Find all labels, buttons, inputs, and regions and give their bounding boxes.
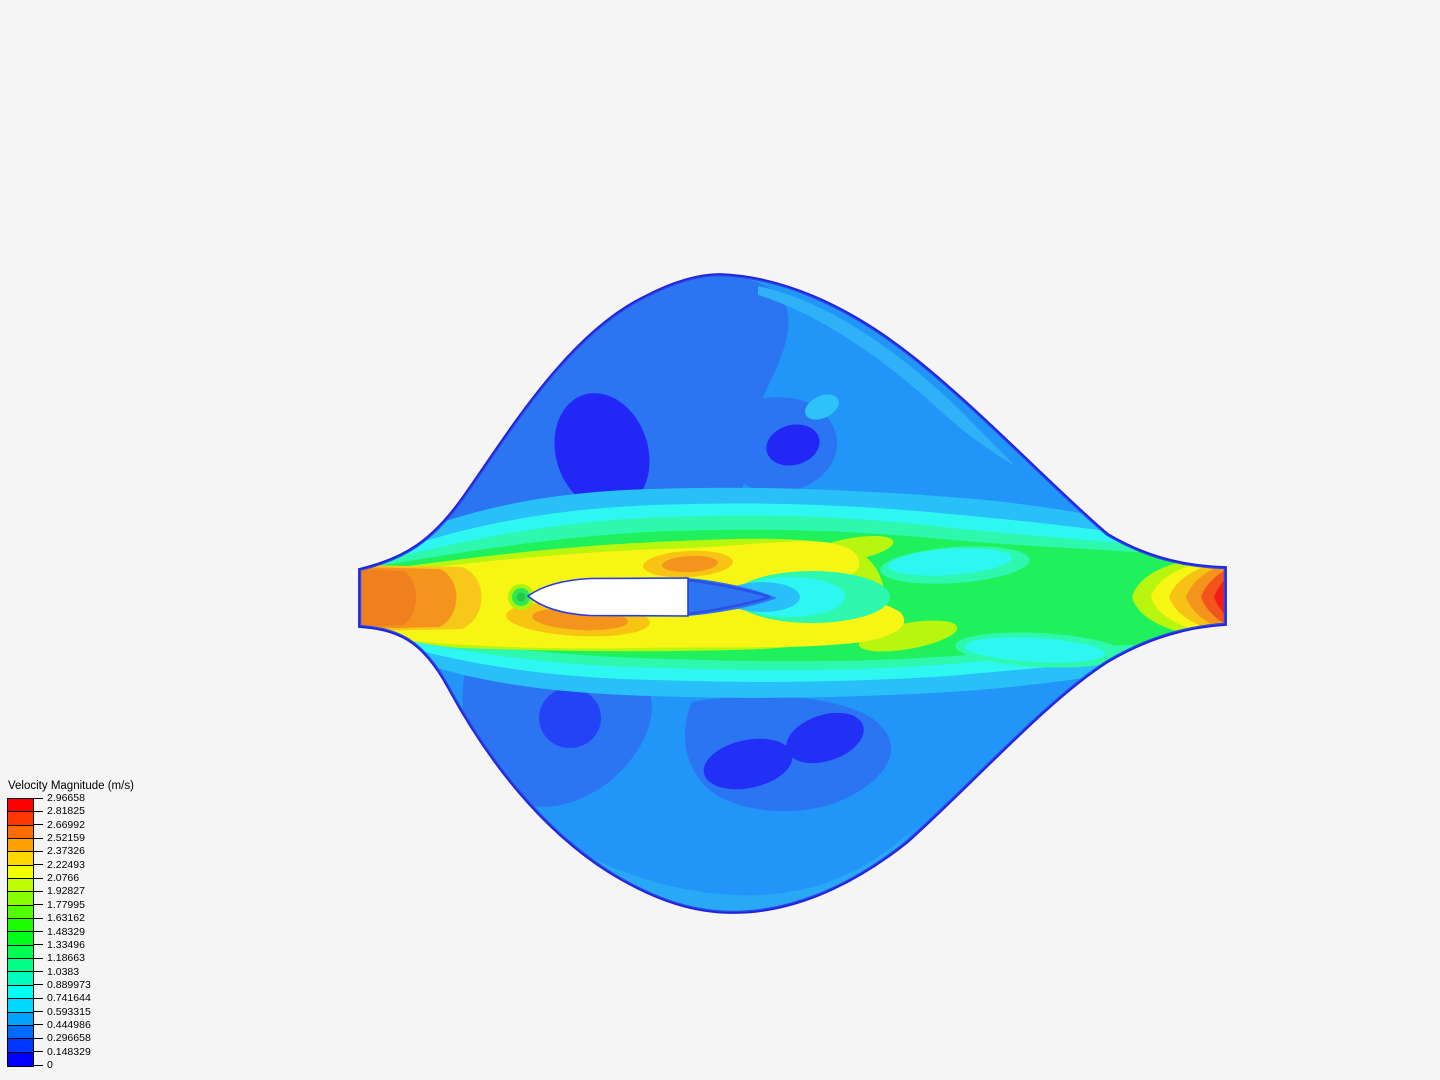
colorbar-tick: 0: [33, 1059, 53, 1071]
colorbar-title: Velocity Magnitude (m/s): [8, 780, 134, 792]
colorbar-chip: [8, 852, 33, 866]
colorbar-chip: [8, 972, 33, 986]
colorbar-tick: 0.148329: [33, 1046, 91, 1058]
colorbar-tick: 1.63162: [33, 912, 85, 924]
colorbar-tick: 2.0766: [33, 872, 79, 884]
colorbar-tick: 2.52159: [33, 832, 85, 844]
colorbar-chip: [8, 932, 33, 946]
colorbar-legend: Velocity Magnitude (m/s) 2.96658 2.81825 2…: [7, 780, 134, 1071]
colorbar-chip: [8, 865, 33, 880]
colorbar-tick: 1.0383: [33, 966, 79, 978]
colorbar-tick: 1.48329: [33, 926, 85, 938]
colorbar-tick: 1.33496: [33, 939, 85, 951]
colorbar-tick: 0.889973: [33, 979, 91, 991]
airfoil-body: [526, 577, 689, 617]
colorbar-tick: 2.22493: [33, 859, 85, 871]
outlet-acceleration: [1132, 554, 1226, 640]
colorbar-chip: [8, 919, 33, 933]
colorbar-tick: 1.77995: [33, 899, 85, 911]
colorbar-chip: [8, 879, 33, 893]
colorbar-chip: [8, 985, 33, 1000]
colorbar-chip: [8, 905, 33, 920]
colorbar-tick: 0.296658: [33, 1032, 91, 1044]
colorbar-chip: [8, 799, 33, 813]
colorbar-tick: 2.37326: [33, 845, 85, 857]
colorbar-tick: 2.96658: [33, 792, 85, 804]
colorbar-chip: [8, 1012, 33, 1026]
colorbar-tick: 0.593315: [33, 1006, 91, 1018]
colorbar-chip: [8, 892, 33, 906]
colorbar-chip: [8, 1039, 33, 1053]
colorbar-tick: 1.18663: [33, 952, 85, 964]
lower-lobe-recirculation: [462, 656, 915, 913]
stagnation-point: [508, 584, 534, 610]
contour-band: [858, 620, 958, 652]
colorbar-tick: 2.81825: [33, 805, 85, 817]
colorbar-tick: 0.444986: [33, 1019, 91, 1031]
contour-field: [359, 274, 1226, 913]
colorbar-chip: [8, 945, 33, 960]
colorbar-chip: [8, 1052, 33, 1066]
colorbar: [7, 798, 34, 1067]
colorbar-chip: [8, 1025, 33, 1040]
colorbar-chip: [8, 825, 33, 840]
colorbar-chip: [8, 812, 33, 826]
inlet-jet: [359, 565, 482, 631]
colorbar-chip: [8, 839, 33, 853]
wake-recovery-tongues: [880, 546, 1125, 668]
body-wake: [687, 571, 890, 623]
colorbar-tick: 2.66992: [33, 819, 85, 831]
colorbar-tick: 1.92827: [33, 885, 85, 897]
colorbar-chip: [8, 959, 33, 973]
colorbar-chip: [8, 999, 33, 1013]
colorbar-tick: 0.741644: [33, 992, 91, 1004]
